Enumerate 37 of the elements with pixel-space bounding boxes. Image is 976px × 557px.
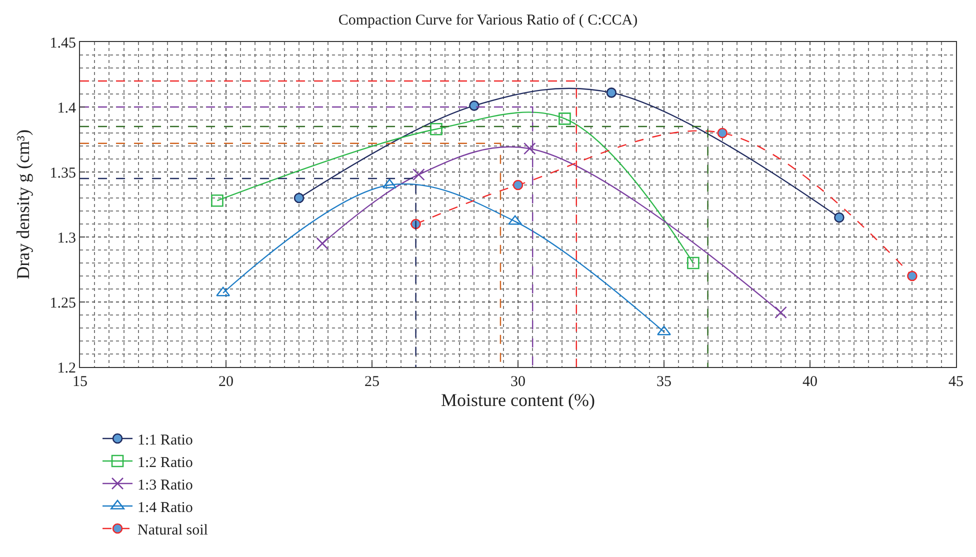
point [834, 212, 844, 223]
point [657, 326, 671, 336]
x-tick-label: 15 [72, 374, 88, 390]
x-tick-label: 25 [364, 374, 380, 390]
x-tick-label: 45 [948, 374, 964, 390]
point [211, 194, 224, 207]
point [907, 270, 918, 282]
x-tick-label: 30 [510, 374, 526, 390]
point [687, 256, 700, 270]
y-tick-label: 1.3 [57, 230, 76, 246]
point [430, 122, 442, 136]
point [294, 192, 304, 204]
y-tick-label: 1.45 [50, 35, 76, 52]
y-tick-label: 1.2 [57, 360, 76, 376]
point [524, 142, 536, 155]
x-tick-label: 20 [218, 374, 234, 390]
x-tick-label: 40 [802, 374, 818, 390]
point [469, 100, 480, 111]
y-tick-label: 1.4 [57, 100, 76, 116]
y-tick-label: 1.35 [50, 165, 76, 182]
legend-label: 1:2 Ratio [138, 454, 193, 471]
legend-label: 1:1 Ratio [138, 432, 193, 448]
y-axis-title: Dray density g (cm³) [12, 130, 33, 280]
y-tick-label: 1.25 [50, 295, 76, 312]
point [717, 128, 728, 138]
point [316, 237, 329, 250]
x-tick-label: 35 [656, 374, 672, 390]
point [412, 168, 425, 181]
legend-label: 1:3 Ratio [138, 477, 193, 494]
point [606, 88, 617, 98]
legend-label: 1:4 Ratio [138, 500, 193, 516]
chart-title: Compaction Curve for Various Ratio of ( C:CCA) [338, 12, 638, 28]
x-axis-title: Moisture content (%) [441, 390, 595, 410]
point [558, 112, 571, 125]
point [774, 306, 787, 319]
legend-label: Natural soil [138, 522, 208, 538]
point [512, 180, 524, 190]
